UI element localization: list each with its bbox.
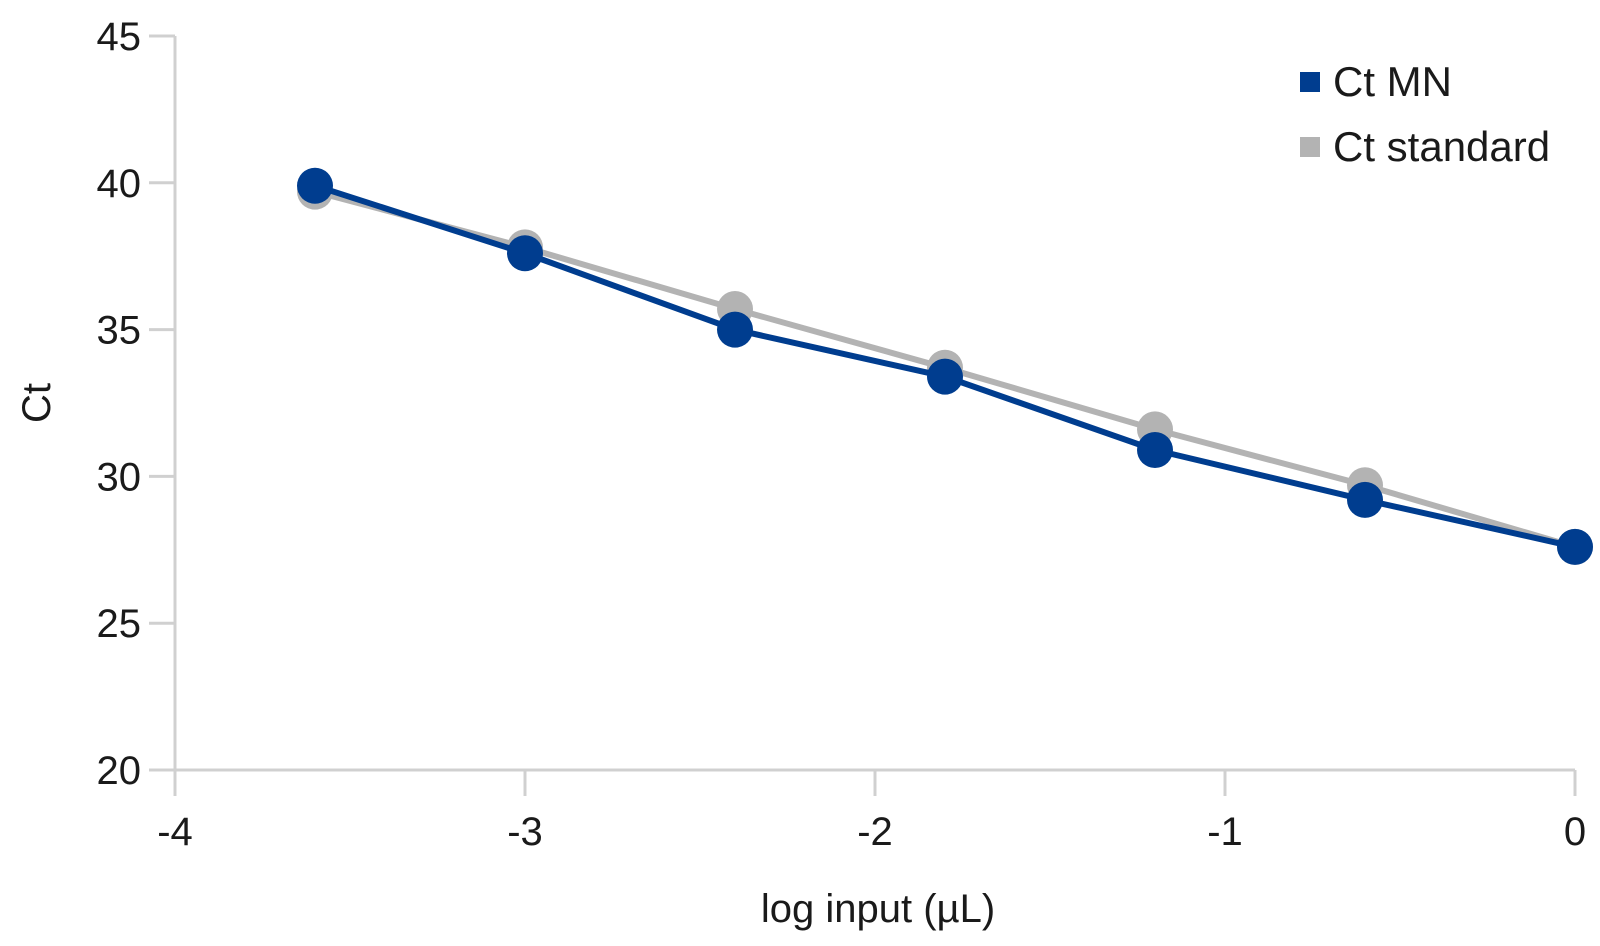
y-tick-label: 45 <box>97 15 142 59</box>
series-layer <box>297 167 1593 565</box>
y-tick-label: 35 <box>97 309 142 353</box>
x-tick-label: -4 <box>157 810 193 854</box>
y-tick-label: 30 <box>97 455 142 499</box>
y-tick-label: 20 <box>97 749 142 793</box>
legend-label-ct-standard: Ct standard <box>1333 123 1550 170</box>
series-ct-mn <box>297 167 1593 565</box>
x-tick-label: -2 <box>857 810 893 854</box>
legend-swatch-ct-standard <box>1300 137 1320 157</box>
axes: 20 25 30 35 40 45 -4 -3 -2 -1 0 <box>97 15 1587 854</box>
x-axis-title: log input (µL) <box>761 887 995 931</box>
y-axis-title: Ct <box>15 383 59 423</box>
legend-swatch-ct-mn <box>1300 72 1320 92</box>
data-point-ct-mn <box>1347 481 1383 518</box>
x-tick-label: -3 <box>507 810 543 854</box>
data-point-ct-mn <box>507 235 543 272</box>
legend-label-ct-mn: Ct MN <box>1333 58 1452 105</box>
data-point-ct-mn <box>297 167 333 204</box>
y-tick-label: 25 <box>97 602 142 646</box>
data-point-ct-mn <box>927 358 963 395</box>
x-tick-label: 0 <box>1564 810 1586 854</box>
legend: Ct MN Ct standard <box>1300 58 1550 170</box>
y-tick-label: 40 <box>97 162 142 206</box>
data-point-ct-mn <box>1557 528 1593 565</box>
data-point-ct-mn <box>717 311 753 348</box>
x-tick-label: -1 <box>1207 810 1243 854</box>
data-point-ct-mn <box>1137 431 1173 468</box>
